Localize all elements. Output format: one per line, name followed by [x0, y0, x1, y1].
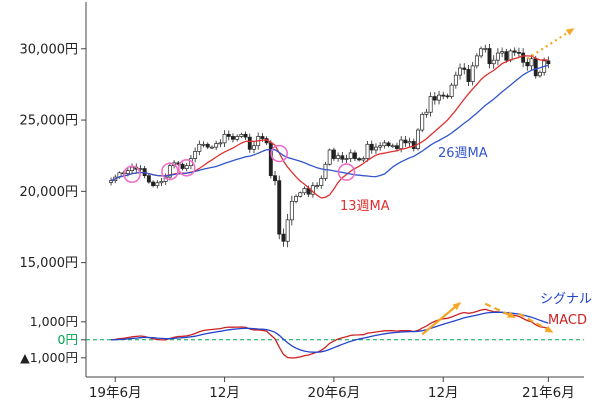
macd-axis-labels: 1,000円 0円 ▲1,000円 [20, 314, 86, 365]
crossover-circle [123, 165, 141, 184]
price-tick-label: 20,000円 [20, 185, 79, 200]
time-tick-label: 21年6月 [522, 385, 575, 401]
ma26-line-label: 26週MA [438, 146, 488, 161]
price-tick-label: 30,000円 [20, 42, 79, 57]
trend-arrow [526, 27, 575, 60]
price-tick-label: 25,000円 [20, 114, 79, 129]
time-tick-label: 12月 [209, 385, 240, 401]
crossover-circle [161, 162, 179, 181]
crossover-circle [177, 159, 196, 177]
trend-arrow [421, 302, 461, 336]
trend-arrow [518, 312, 554, 334]
macd-lines [110, 308, 549, 359]
signal-line-label: シグナル [540, 292, 593, 307]
crossover-circle [270, 144, 289, 163]
macd-tick-label: 0円 [58, 332, 78, 347]
axes [85, 2, 584, 378]
candlestick-series [109, 43, 551, 248]
macd-line-label: MACD [548, 313, 587, 328]
time-tick-label: 19年6月 [89, 385, 142, 401]
ma13-line-label: 13週MA [340, 199, 390, 214]
price-axis-labels: 30,000円 25,000円 20,000円 15,000円 [20, 42, 86, 271]
moving-average-lines [110, 55, 549, 199]
time-tick-label: 12月 [428, 385, 459, 401]
time-axis-labels: 19年6月 12月 20年6月 12月 21年6月 [89, 377, 575, 401]
time-tick-label: 20年6月 [308, 385, 361, 401]
crossover-circle [337, 163, 356, 181]
macd-tick-label: 1,000円 [30, 314, 78, 329]
trend-arrow [484, 302, 516, 319]
macd-tick-label: ▲1,000円 [20, 350, 78, 365]
crossover-circle-markers [123, 144, 356, 184]
price-tick-label: 15,000円 [20, 256, 79, 271]
trend-arrows [421, 27, 575, 336]
